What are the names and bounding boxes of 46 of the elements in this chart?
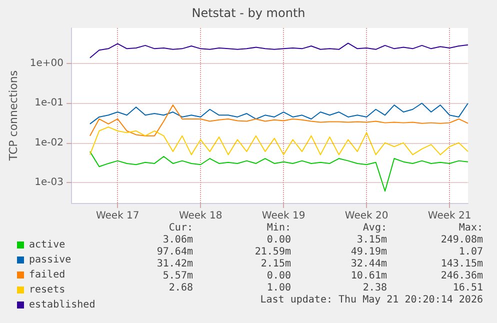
text: 49.19m xyxy=(350,246,387,258)
text: 3.06m xyxy=(162,234,193,246)
text: Min: xyxy=(266,222,291,234)
text: Avg: xyxy=(362,222,387,234)
text: Cur: xyxy=(168,222,193,234)
legend-label: resets xyxy=(29,284,66,296)
y-axis-title: TCP connections xyxy=(7,70,20,162)
legend-label: passive xyxy=(29,254,72,266)
x-tick-label: Week 20 xyxy=(344,210,388,222)
text: 32.44m xyxy=(350,258,387,270)
line-series xyxy=(89,42,468,58)
text: 1.07 xyxy=(458,246,483,258)
x-tick-label: Week 19 xyxy=(262,210,306,222)
line-series xyxy=(89,102,468,124)
line-series xyxy=(89,104,468,136)
legend-label: established xyxy=(29,300,96,310)
text: 31.42m xyxy=(156,258,193,270)
chart-title: Netstat - by month xyxy=(192,6,306,20)
legend-label: active xyxy=(29,240,66,250)
y-tick-label: 1e-01 xyxy=(34,98,64,109)
text: 246.36m xyxy=(440,270,483,282)
x-tick-label: Week 21 xyxy=(428,210,472,222)
text: 97.64m xyxy=(156,246,193,258)
text: 0.00 xyxy=(266,270,291,282)
text: 249.08m xyxy=(440,234,483,246)
line-series xyxy=(89,126,468,156)
text: 1.00 xyxy=(266,282,291,294)
legend-label: failed xyxy=(29,270,66,280)
text: 16.51 xyxy=(452,282,483,294)
text: 21.59m xyxy=(254,246,291,258)
text: 0.00 xyxy=(266,234,291,246)
x-tick-label: Week 18 xyxy=(178,210,222,222)
text: 2.38 xyxy=(362,282,387,294)
text: 5.57m xyxy=(162,270,193,282)
text: Last update: Thu May 21 20:20:14 2026 xyxy=(260,294,483,306)
text: 10.61m xyxy=(350,270,387,282)
line-series xyxy=(89,151,468,192)
text: 3.15m xyxy=(356,234,387,246)
text: 2.15m xyxy=(260,258,291,270)
text: 143.15m xyxy=(440,258,483,270)
x-tick-label: Week 17 xyxy=(96,210,140,222)
text: Max: xyxy=(458,222,483,234)
y-tick-label: 1e+00 xyxy=(30,58,64,70)
text: 2.68 xyxy=(168,282,193,294)
y-tick-label: 1e-02 xyxy=(34,137,64,148)
y-tick-label: 1e-03 xyxy=(34,176,64,188)
